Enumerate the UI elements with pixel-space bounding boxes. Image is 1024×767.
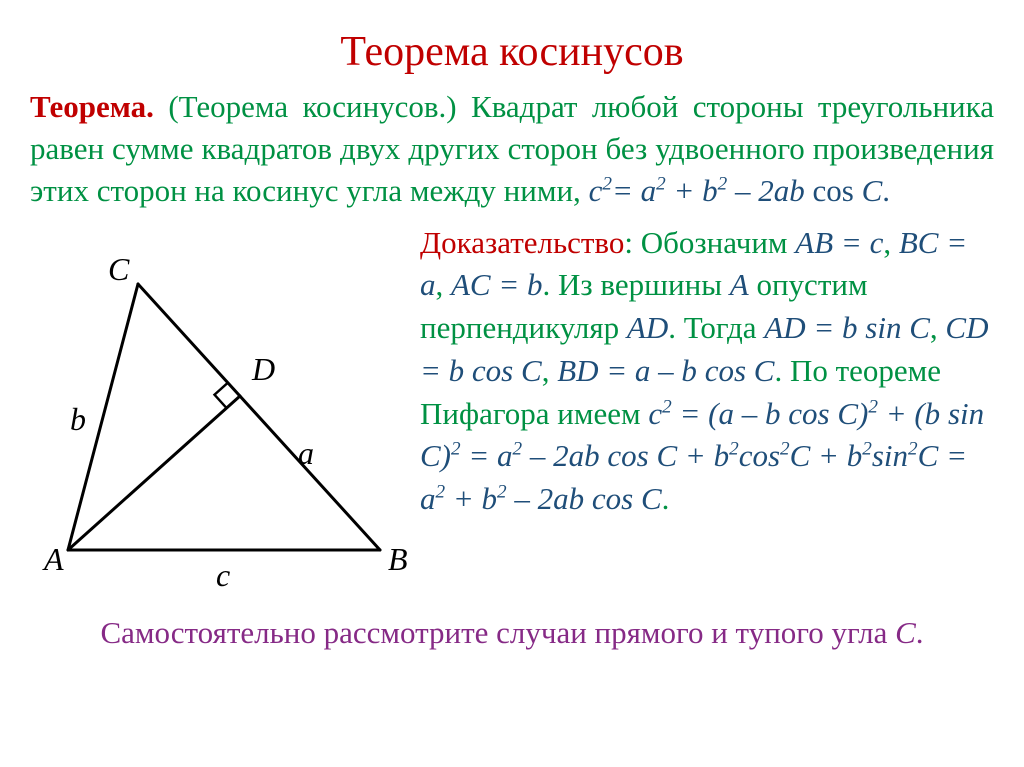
triangle-figure: A B C Da b c: [30, 222, 410, 597]
theorem-statement: Теорема. (Теорема косинусов.) Квадрат лю…: [30, 86, 994, 212]
pt7: ,: [930, 310, 946, 345]
pm3: AC = b: [451, 267, 543, 302]
svg-text:C: C: [108, 252, 130, 287]
pm8: BD = a – b cos C: [557, 353, 774, 388]
svg-text:A: A: [42, 541, 64, 577]
ft1: Самостоятельно рассмотрите случаи прямог…: [100, 615, 895, 650]
footer-note: Самостоятельно рассмотрите случаи прямог…: [30, 615, 994, 651]
content-row: A B C Da b c Доказательство: Обозначим AB = c…: [30, 222, 994, 597]
theorem-formula: c2= a2 + b2 – 2ab cos C: [589, 173, 883, 208]
pt4: . Из вершины: [543, 267, 730, 302]
proof-label: Доказательство: [420, 225, 624, 260]
svg-text:D: D: [251, 351, 275, 387]
svg-text:B: B: [388, 541, 408, 577]
svg-text:a: a: [298, 435, 314, 471]
triangle-svg: A B C Da b c: [30, 252, 410, 592]
page-title: Теорема косинусов: [30, 28, 994, 76]
slide: Теорема косинусов Теорема. (Теорема коси…: [0, 0, 1024, 767]
pm1: AB = c: [795, 225, 883, 260]
pt3: ,: [436, 267, 452, 302]
pt6: . Тогда: [668, 310, 764, 345]
pm4: A: [730, 267, 749, 302]
theorem-paren: (Теорема косинусов.): [168, 89, 456, 124]
theorem-label: Теорема.: [30, 89, 154, 124]
theorem-period: .: [882, 173, 890, 208]
pt1: : Обозначим: [624, 225, 795, 260]
pt10: .: [662, 481, 670, 516]
pt2: ,: [883, 225, 899, 260]
fm1: C: [895, 615, 916, 650]
ft2: .: [916, 615, 924, 650]
svg-text:b: b: [70, 401, 86, 437]
proof-block: Доказательство: Обозначим AB = c, BC = a…: [420, 222, 994, 521]
pt8: ,: [542, 353, 558, 388]
svg-text:c: c: [216, 557, 230, 592]
pm6: AD = b sin C: [764, 310, 930, 345]
pm5: AD: [627, 310, 668, 345]
